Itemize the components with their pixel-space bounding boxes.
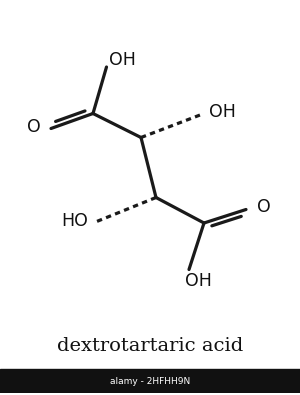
Text: dextrotartaric acid: dextrotartaric acid — [57, 337, 243, 355]
Text: HO: HO — [61, 213, 88, 231]
Text: O: O — [256, 198, 270, 216]
Text: OH: OH — [184, 272, 212, 290]
Text: alamy - 2HFHH9N: alamy - 2HFHH9N — [110, 377, 190, 386]
Text: O: O — [27, 118, 40, 136]
Text: OH: OH — [209, 103, 236, 121]
Bar — [0, 369, 300, 394]
Text: OH: OH — [109, 51, 136, 70]
